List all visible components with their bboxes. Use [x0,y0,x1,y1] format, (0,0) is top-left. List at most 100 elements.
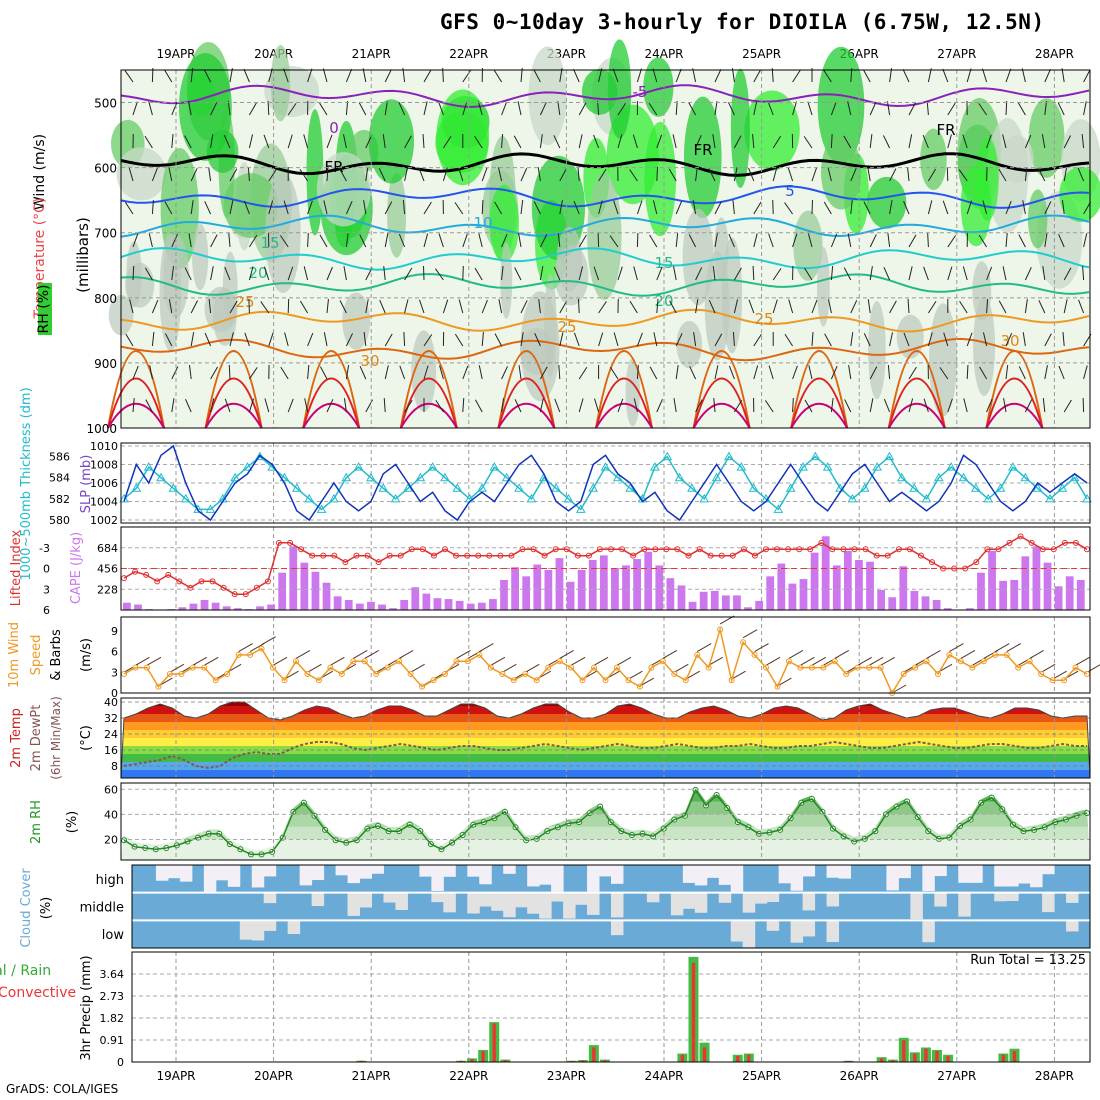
legend-barbs: & Barbs [49,629,64,681]
wind-tick-label: 6 [111,646,118,659]
wind-barb [907,167,910,182]
cloud-cell [1066,892,1079,903]
wind-barb [712,266,716,281]
wind-barb [593,134,600,149]
slp-tick-label: 1002 [90,514,118,527]
wind-barb [248,266,254,281]
wind-barb [517,101,522,116]
wind-barb [688,102,697,116]
cape-bar [555,558,564,610]
wind-barb [229,68,233,83]
wind-barb [1024,399,1033,413]
wind-barb [261,636,276,646]
wind-barb [986,134,992,149]
slp-tick-label: 1006 [90,477,118,490]
cloud-cell [922,920,935,943]
convective-bar [492,1023,496,1062]
wind-barb [559,300,568,314]
temp-line [120,701,1091,779]
cape-bar [267,604,275,610]
wind-barb [784,202,794,215]
cape-bar [977,572,985,610]
li-tick-label: 6 [43,604,50,617]
thickness-tick-label: 580 [49,514,70,527]
warm-isotherm [692,350,751,429]
warm-isotherm [985,402,1044,429]
wind-barb [1083,365,1088,380]
date-label-top: 27APR [937,47,976,61]
wind-barb [1086,664,1100,673]
wind-barb [792,101,797,116]
wind-barb [323,332,328,347]
wind-barb [124,201,134,215]
wind-barb [364,650,379,659]
cape-bar [721,595,730,610]
panel-frame [131,864,1091,949]
cloud-cell [395,892,408,910]
wind-barb [784,333,794,347]
wind-barb [772,268,782,281]
cloud-cell [479,865,492,885]
cape-bar [344,599,353,610]
isotherm-label: 0 [329,119,339,137]
wind-barb [383,397,386,413]
wind-barb [633,266,638,281]
wind-barb [481,332,484,347]
wind-barb [593,266,600,281]
wind-barb [753,69,762,83]
wind-barb [811,299,818,314]
wind-barb [263,134,270,149]
wind-barb [753,201,762,215]
y-tick-label: 800 [94,292,117,306]
cape-bar [489,599,497,610]
wind-barb [319,102,328,116]
isotherm-line [120,214,1090,238]
thickness-tick-label: 586 [49,451,70,464]
rh-cell [178,53,232,161]
cloud-cell [886,865,899,891]
warm-isotherm [985,377,1044,429]
wind-barb [675,365,679,380]
wind-barb [850,300,858,314]
wind-barb [184,135,192,149]
isotherm-line [120,308,1090,333]
wind-barb [1082,265,1085,281]
wind-barb [359,234,367,248]
wind-barb [513,135,522,149]
wind-barb [903,200,910,215]
cloud-cell [730,865,744,892]
warm-isotherm [790,350,849,429]
wind-barb [438,101,444,116]
wind-barb [229,300,238,314]
cloud-row-label: high [96,873,124,888]
isotherm-label: 25 [235,293,254,311]
wind-barb [478,365,483,380]
cape-bar [688,601,697,610]
cloud-cell [467,865,480,877]
wind-barb [365,299,369,314]
temp-band [121,706,1090,714]
wind-barb [995,643,1010,652]
wind-barb [675,68,682,83]
cape-bar [755,600,764,610]
wind-barb [847,233,852,248]
wind-barb [248,102,257,116]
wind-barb [539,398,544,413]
legend-speed: Speed [29,635,44,676]
precip-tick-label: 3.64 [100,968,125,981]
cloud-cell [611,920,624,936]
wind-barb [800,656,815,666]
cape-bar [622,565,630,610]
wind-barb [1077,167,1085,182]
wind-barb [1006,643,1021,652]
wind-barb [570,656,586,666]
wind-barb [1062,332,1065,347]
wind-barb [804,267,813,281]
wind-barb [458,167,464,182]
wind-barb [190,332,195,347]
wind-barb [692,68,697,83]
cape-axis-label: CAPE (J/kg) [69,532,84,604]
wind-barb [714,333,723,347]
wind-barb [402,200,406,215]
rh-cell [270,45,291,122]
